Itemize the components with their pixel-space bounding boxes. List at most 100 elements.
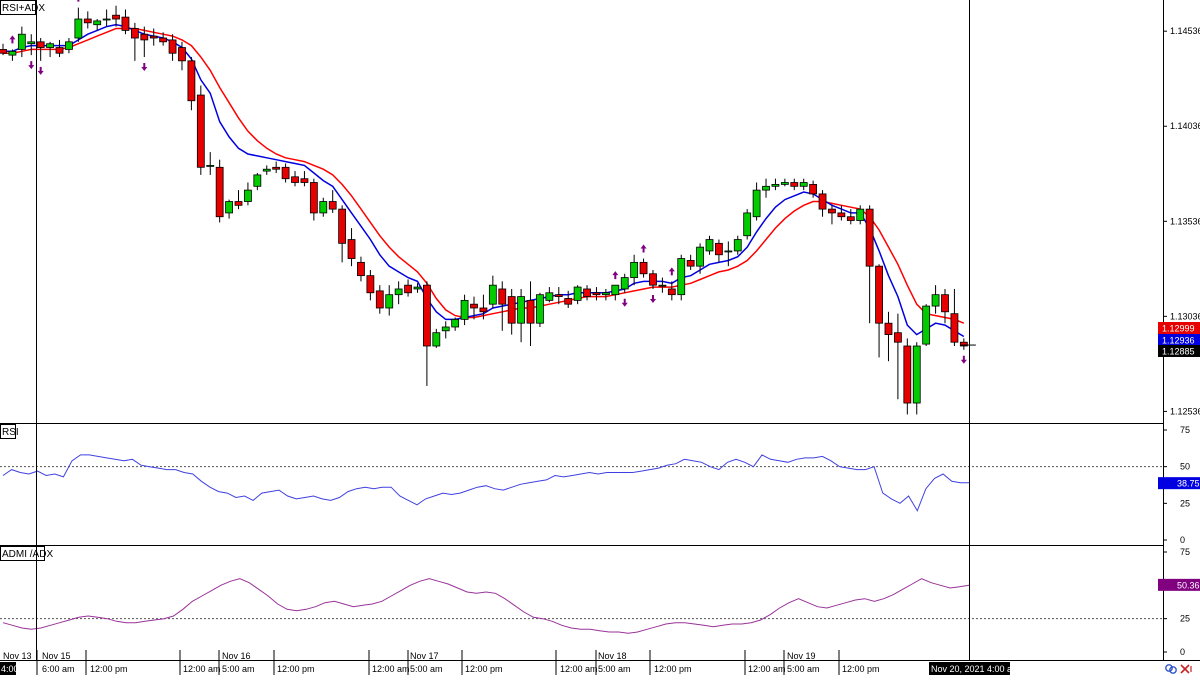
candle-body (366, 275, 375, 294)
candle (83, 11, 92, 29)
candle-body (959, 341, 968, 347)
candle (300, 171, 309, 187)
candle-body (168, 39, 177, 54)
candle-body (470, 303, 478, 309)
time-tick-label: 5:00 am (598, 664, 631, 674)
candle-body (846, 216, 855, 221)
candle-body (715, 242, 723, 256)
candle (404, 279, 412, 297)
candle-body (658, 284, 667, 287)
candle (639, 258, 648, 278)
down-arrow (37, 66, 44, 75)
candle (922, 304, 931, 347)
candle-body (498, 288, 507, 305)
candle (394, 281, 403, 305)
time-label-text: 4:00 am (1, 664, 34, 674)
price-panel[interactable]: 1.14536 1.14036 1.13536 1.13036 1.12536 1.12… (0, 0, 1200, 660)
candle-body (460, 299, 469, 320)
candle-body (394, 288, 403, 296)
time-tick-label: 12:00 am (560, 664, 598, 674)
candle (281, 163, 290, 183)
candle-body (884, 322, 893, 335)
candle-body (121, 16, 130, 31)
time-tick-label: 12:00 pm (654, 664, 692, 674)
price-tick-label: 1.14536 (1170, 26, 1200, 36)
candle (771, 178, 780, 191)
candle (912, 342, 921, 415)
osc-label-text: 50.36 (1177, 580, 1200, 590)
candle-body (686, 260, 695, 267)
panel-title: RSI (2, 427, 19, 438)
candle (545, 287, 554, 303)
link-icon[interactable] (1165, 664, 1177, 674)
candle (950, 288, 959, 347)
candle (507, 288, 516, 335)
candle-body (630, 261, 639, 278)
candle-body (413, 286, 422, 290)
osc-label-box (1158, 477, 1200, 490)
price-label-box (1158, 322, 1200, 334)
candle-body (432, 332, 441, 347)
down-arrow (28, 61, 35, 70)
down-arrow (621, 298, 628, 307)
candle (696, 243, 704, 274)
candle-body (357, 261, 365, 277)
candle-body (74, 18, 83, 39)
candle-body (780, 182, 789, 185)
down-arrow (649, 294, 656, 303)
price-label-text: 1.12999 (1162, 324, 1195, 334)
candle-body (253, 174, 262, 187)
candle-body (526, 299, 535, 324)
candle (837, 205, 846, 221)
candle (724, 241, 733, 267)
candle-body (856, 208, 865, 221)
candle (583, 285, 591, 301)
candle-body (639, 261, 648, 275)
candle (291, 171, 299, 187)
down-arrow (960, 355, 967, 364)
time-tick-label: Nov 15 (42, 651, 71, 661)
candle-body (215, 166, 224, 218)
candle-body (649, 273, 657, 286)
osc-label-box (1158, 578, 1200, 591)
candle-body (149, 35, 158, 39)
osc-series-line (2, 454, 969, 512)
candle-body (300, 178, 309, 183)
time-tick-label: Nov 19 (787, 651, 816, 661)
candle-body (545, 292, 554, 301)
candle (130, 22, 139, 61)
time-label-box (0, 662, 16, 675)
candle-body (733, 239, 742, 252)
close-icon[interactable] (1180, 664, 1192, 674)
candle-body (46, 43, 54, 48)
candle-body (404, 284, 412, 294)
up-arrow (640, 244, 647, 253)
candle (149, 28, 158, 46)
candle-body (922, 305, 931, 345)
candle-body (837, 212, 846, 218)
candle (93, 19, 102, 31)
candle (479, 294, 488, 320)
time-tick-label: 5:00 am (787, 664, 820, 674)
candle-body (375, 290, 384, 309)
panel-label-price: RSI+ADX (0, 0, 45, 15)
osc-series-line (2, 578, 970, 634)
down-arrow (141, 63, 148, 72)
candle-body (705, 239, 714, 252)
candle-body (507, 296, 516, 324)
candle (762, 178, 770, 198)
candle-body (140, 33, 149, 41)
panel-label-adx: ADMI /ADX (0, 546, 53, 561)
candle (564, 290, 573, 308)
candle-body (554, 294, 563, 297)
candle-body (743, 212, 752, 237)
candle-body (187, 60, 196, 102)
up-arrow (77, 0, 80, 2)
panel-title: RSI+ADX (2, 3, 45, 14)
candle (422, 281, 431, 386)
candle-body (178, 47, 186, 62)
up-arrow (9, 35, 16, 44)
candle (309, 178, 318, 221)
